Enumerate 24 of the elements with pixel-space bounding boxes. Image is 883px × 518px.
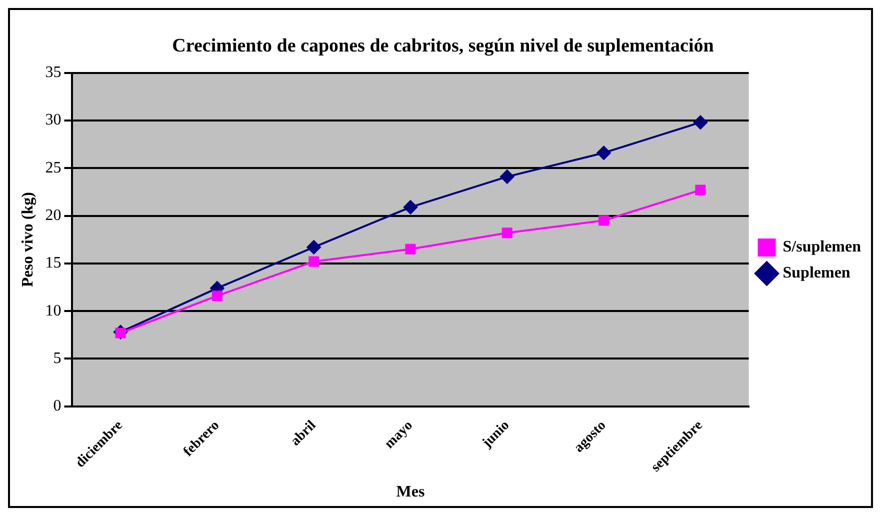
legend-label: S/suplemen [782,238,862,256]
y-tick-label: 25 [45,159,62,176]
point [212,290,222,302]
y-tick-label: 15 [45,254,62,272]
point [596,146,611,160]
y-tick-label: 30 [45,112,62,129]
chart-title: Crecimiento de capones de cabritos, según nivel de suplementación [172,35,714,56]
point [306,240,321,254]
y-axis-title: Peso vivo (kg) [20,192,37,288]
point [502,228,512,238]
point [695,184,706,196]
point [405,244,416,254]
y-tick-label: 10 [45,302,62,320]
legend-label: Suplemen [782,264,850,282]
y-tick-label: 20 [45,206,62,224]
y-tick-label: 5 [53,350,62,367]
x-axis-title: Mes [396,484,425,501]
y-tick-label: 35 [45,64,62,82]
point [403,200,418,214]
point [598,215,610,226]
point [500,170,514,184]
point [693,115,708,130]
y-tick-label: 0 [53,398,62,415]
point [308,256,320,267]
